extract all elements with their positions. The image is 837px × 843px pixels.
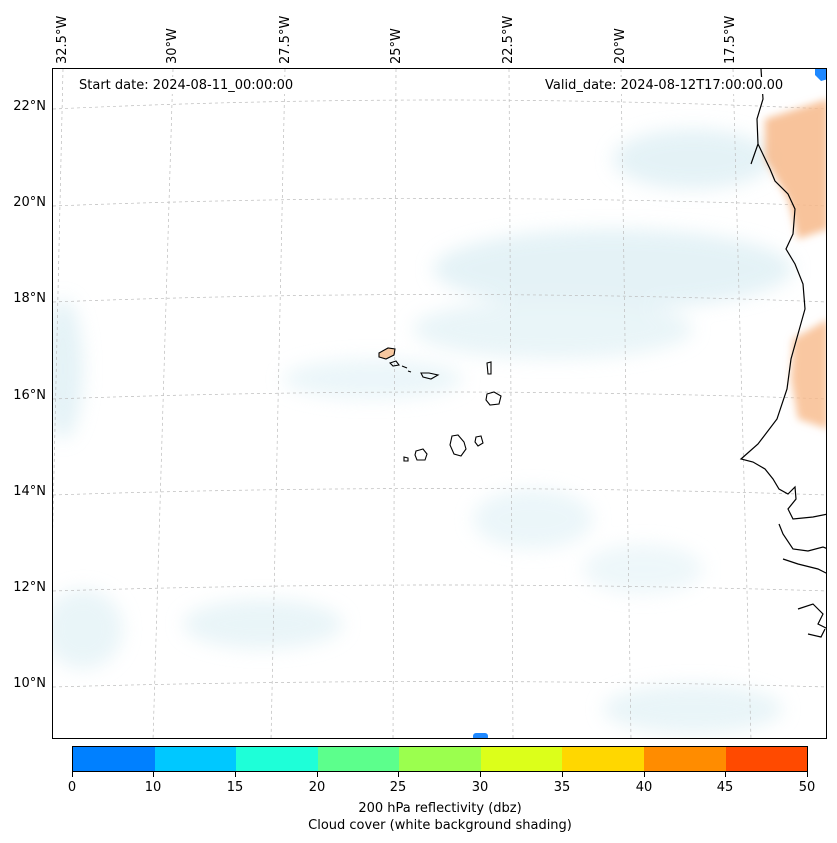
colorbar-tick xyxy=(398,772,399,777)
lat-label-10n: 10°N xyxy=(13,676,46,691)
colorbar-segment xyxy=(725,747,808,771)
african-coastline xyxy=(739,69,826,638)
lon-label-27-5w: 27.5°W xyxy=(278,15,293,64)
colorbar-tick xyxy=(644,772,645,777)
colorbar-tick xyxy=(153,772,154,777)
map-canvas xyxy=(53,69,826,738)
colorbar-segment xyxy=(236,747,318,771)
lat-label-20n: 20°N xyxy=(13,195,46,210)
colorbar-tick-label: 45 xyxy=(716,780,734,795)
cloud-cover-shading xyxy=(53,129,793,734)
colorbar-tick xyxy=(725,772,726,777)
colorbar-segment xyxy=(317,747,400,771)
lat-label-18n: 18°N xyxy=(13,291,46,306)
colorbar-tick-label: 20 xyxy=(308,780,326,795)
lat-label-12n: 12°N xyxy=(13,580,46,595)
colorbar-segment xyxy=(73,747,155,771)
map-gridlines xyxy=(53,69,826,738)
lon-label-30w: 30°W xyxy=(165,28,180,64)
colorbar-segment xyxy=(562,747,644,771)
colorbar-tick-label: 35 xyxy=(553,780,571,795)
lon-label-20w: 20°W xyxy=(613,28,628,64)
colorbar-tick-label: 0 xyxy=(67,780,77,795)
colorbar-tick-label: 50 xyxy=(798,780,816,795)
colorbar-tick xyxy=(72,772,73,777)
lon-label-32-5w: 32.5°W xyxy=(55,15,70,64)
lon-label-17-5w: 17.5°W xyxy=(723,15,738,64)
reflectivity-colorbar xyxy=(72,746,808,772)
start-date-label: Start date: 2024-08-11_00:00:00 xyxy=(75,77,298,94)
reflectivity-land-patches xyxy=(765,99,826,429)
colorbar-tick-label: 30 xyxy=(471,780,489,795)
valid-date-label: Valid_date: 2024-08-12T17:00:00.00 xyxy=(541,77,788,94)
colorbar-tick xyxy=(480,772,481,777)
colorbar-tick-label: 10 xyxy=(144,780,162,795)
reflectivity-spot-bottom xyxy=(473,733,488,738)
reflectivity-spot-top-right xyxy=(815,69,826,81)
colorbar-tick xyxy=(235,772,236,777)
colorbar-segment xyxy=(399,747,481,771)
lat-label-16n: 16°N xyxy=(13,388,46,403)
lat-label-14n: 14°N xyxy=(13,484,46,499)
colorbar-tick xyxy=(807,772,808,777)
colorbar-tick xyxy=(562,772,563,777)
cape-verde-islands xyxy=(378,347,502,462)
colorbar-tick-label: 15 xyxy=(226,780,244,795)
lon-label-22-5w: 22.5°W xyxy=(501,15,516,64)
colorbar-segment xyxy=(480,747,563,771)
colorbar-caption-reflectivity: 200 hPa reflectivity (dbz) xyxy=(358,801,522,816)
map-panel xyxy=(52,68,827,739)
colorbar-segment xyxy=(643,747,726,771)
lon-label-25w: 25°W xyxy=(389,28,404,64)
lat-label-22n: 22°N xyxy=(13,99,46,114)
colorbar-tick xyxy=(317,772,318,777)
colorbar-caption-cloud-cover: Cloud cover (white background shading) xyxy=(308,818,572,833)
colorbar-tick-label: 40 xyxy=(635,780,653,795)
colorbar-tick-label: 25 xyxy=(389,780,407,795)
colorbar-segment xyxy=(154,747,237,771)
